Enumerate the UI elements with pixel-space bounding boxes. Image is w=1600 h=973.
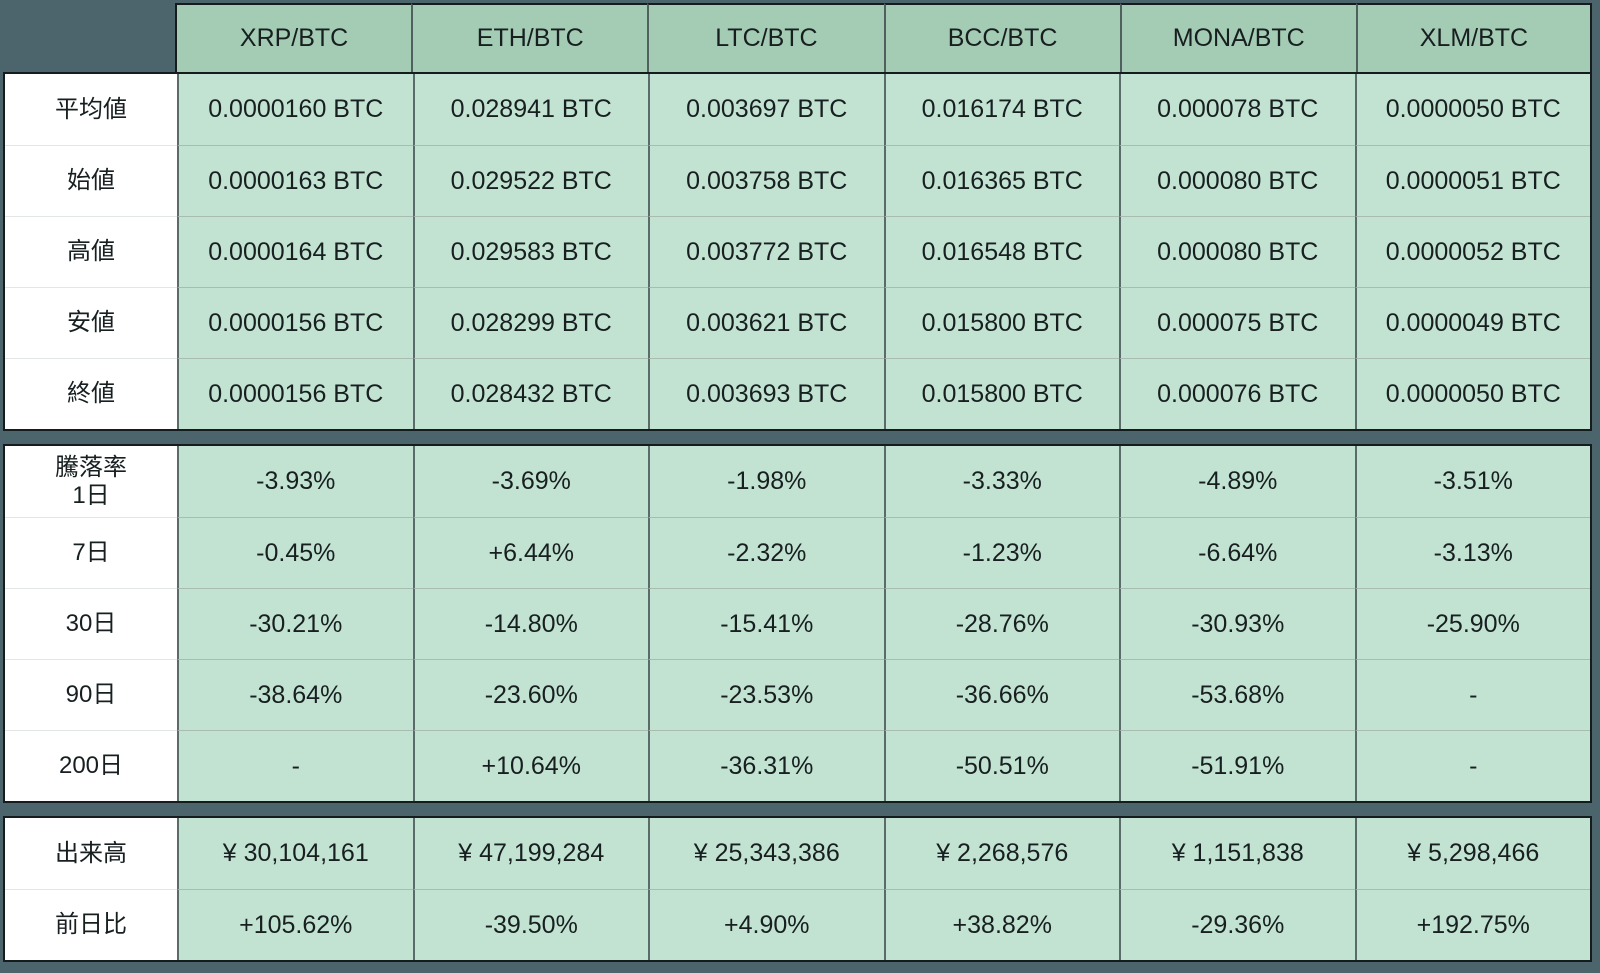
- value-cell: 0.029522 BTC: [412, 145, 648, 216]
- value-cell: -23.53%: [648, 659, 884, 730]
- row-label: 平均値: [5, 74, 177, 145]
- value-cell: 0.000075 BTC: [1119, 287, 1355, 358]
- row-label: 30日: [5, 588, 177, 659]
- row-label: 騰落率 1日: [5, 446, 177, 517]
- volume-section: 出来高 ¥ 30,104,161 ¥ 47,199,284 ¥ 25,343,386 ¥…: [3, 816, 1592, 962]
- value-cell: 0.016548 BTC: [883, 216, 1119, 287]
- row-label: 200日: [5, 730, 177, 801]
- value-cell: -51.91%: [1119, 730, 1355, 801]
- value-cell: ¥ 30,104,161: [177, 818, 413, 889]
- value-cell: 0.003758 BTC: [648, 145, 884, 216]
- row-label: 前日比: [5, 889, 177, 960]
- price-stats-section: 平均値 0.0000160 BTC 0.028941 BTC 0.003697 BTC…: [3, 72, 1592, 431]
- value-cell: 0.0000050 BTC: [1354, 74, 1590, 145]
- value-cell: 0.000078 BTC: [1119, 74, 1355, 145]
- value-cell: 0.016365 BTC: [883, 145, 1119, 216]
- value-cell: 0.000076 BTC: [1119, 358, 1355, 429]
- value-cell: -: [1354, 659, 1590, 730]
- value-cell: -28.76%: [883, 588, 1119, 659]
- value-cell: 0.0000050 BTC: [1354, 358, 1590, 429]
- value-cell: +192.75%: [1354, 889, 1590, 960]
- value-cell: -30.21%: [177, 588, 413, 659]
- value-cell: 0.0000156 BTC: [177, 287, 413, 358]
- change-rate-section: 騰落率 1日 -3.93% -3.69% -1.98% -3.33% -4.89% -3.5…: [3, 444, 1592, 803]
- value-cell: 0.029583 BTC: [412, 216, 648, 287]
- value-cell: -3.33%: [883, 446, 1119, 517]
- value-cell: -39.50%: [412, 889, 648, 960]
- value-cell: 0.028432 BTC: [412, 358, 648, 429]
- value-cell: 0.000080 BTC: [1119, 216, 1355, 287]
- value-cell: -53.68%: [1119, 659, 1355, 730]
- value-cell: -1.23%: [883, 517, 1119, 588]
- value-cell: -3.93%: [177, 446, 413, 517]
- value-cell: -25.90%: [1354, 588, 1590, 659]
- value-cell: ¥ 2,268,576: [883, 818, 1119, 889]
- pair-header-bcc: BCC/BTC: [883, 3, 1120, 72]
- value-cell: -1.98%: [648, 446, 884, 517]
- row-label: 7日: [5, 517, 177, 588]
- value-cell: 0.016174 BTC: [883, 74, 1119, 145]
- pair-header-eth: ETH/BTC: [411, 3, 648, 72]
- value-cell: -3.13%: [1354, 517, 1590, 588]
- row-label: 終値: [5, 358, 177, 429]
- value-cell: -38.64%: [177, 659, 413, 730]
- value-cell: ¥ 25,343,386: [648, 818, 884, 889]
- value-cell: +4.90%: [648, 889, 884, 960]
- value-cell: -30.93%: [1119, 588, 1355, 659]
- value-cell: +105.62%: [177, 889, 413, 960]
- value-cell: -4.89%: [1119, 446, 1355, 517]
- value-cell: 0.003621 BTC: [648, 287, 884, 358]
- pair-header-ltc: LTC/BTC: [647, 3, 884, 72]
- crypto-pairs-table: XRP/BTC ETH/BTC LTC/BTC BCC/BTC MONA/BTC XLM/…: [3, 3, 1592, 962]
- value-cell: 0.015800 BTC: [883, 287, 1119, 358]
- value-cell: +10.64%: [412, 730, 648, 801]
- value-cell: -23.60%: [412, 659, 648, 730]
- value-cell: 0.0000163 BTC: [177, 145, 413, 216]
- value-cell: 0.028299 BTC: [412, 287, 648, 358]
- value-cell: -3.69%: [412, 446, 648, 517]
- value-cell: -6.64%: [1119, 517, 1355, 588]
- value-cell: 0.0000052 BTC: [1354, 216, 1590, 287]
- value-cell: 0.000080 BTC: [1119, 145, 1355, 216]
- section-divider: [3, 803, 1592, 816]
- table-header-row: XRP/BTC ETH/BTC LTC/BTC BCC/BTC MONA/BTC XLM/…: [3, 3, 1592, 72]
- value-cell: -14.80%: [412, 588, 648, 659]
- value-cell: -: [1354, 730, 1590, 801]
- value-cell: 0.0000160 BTC: [177, 74, 413, 145]
- value-cell: ¥ 1,151,838: [1119, 818, 1355, 889]
- value-cell: -36.66%: [883, 659, 1119, 730]
- value-cell: -50.51%: [883, 730, 1119, 801]
- value-cell: -2.32%: [648, 517, 884, 588]
- value-cell: -3.51%: [1354, 446, 1590, 517]
- value-cell: 0.015800 BTC: [883, 358, 1119, 429]
- value-cell: ¥ 47,199,284: [412, 818, 648, 889]
- value-cell: 0.0000156 BTC: [177, 358, 413, 429]
- value-cell: -0.45%: [177, 517, 413, 588]
- value-cell: 0.028941 BTC: [412, 74, 648, 145]
- row-label: 安値: [5, 287, 177, 358]
- value-cell: -15.41%: [648, 588, 884, 659]
- value-cell: 0.003772 BTC: [648, 216, 884, 287]
- value-cell: 0.0000164 BTC: [177, 216, 413, 287]
- section-divider: [3, 431, 1592, 444]
- value-cell: ¥ 5,298,466: [1354, 818, 1590, 889]
- pair-header-mona: MONA/BTC: [1119, 3, 1356, 72]
- value-cell: -: [177, 730, 413, 801]
- value-cell: -36.31%: [648, 730, 884, 801]
- value-cell: 0.0000049 BTC: [1354, 287, 1590, 358]
- value-cell: 0.003697 BTC: [648, 74, 884, 145]
- row-label: 90日: [5, 659, 177, 730]
- value-cell: 0.003693 BTC: [648, 358, 884, 429]
- pair-header-xrp: XRP/BTC: [175, 3, 412, 72]
- value-cell: +38.82%: [883, 889, 1119, 960]
- value-cell: 0.0000051 BTC: [1354, 145, 1590, 216]
- row-label: 始値: [5, 145, 177, 216]
- row-label: 高値: [5, 216, 177, 287]
- corner-spacer: [3, 3, 175, 72]
- pair-header-xlm: XLM/BTC: [1355, 3, 1592, 72]
- value-cell: -29.36%: [1119, 889, 1355, 960]
- value-cell: +6.44%: [412, 517, 648, 588]
- row-label: 出来高: [5, 818, 177, 889]
